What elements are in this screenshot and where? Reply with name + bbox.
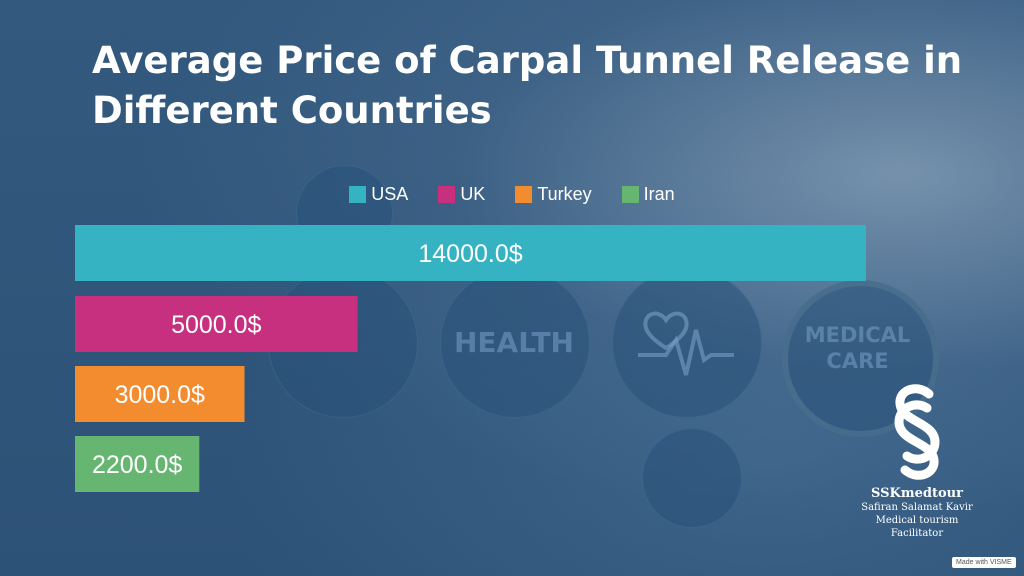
bar-iran (75, 436, 200, 492)
legend-item-usa: USA (349, 184, 408, 205)
bar-label-usa: 14000.0$ (418, 240, 522, 268)
chart-title: Average Price of Carpal Tunnel Release i… (92, 39, 963, 132)
logo-mark-icon (894, 384, 940, 480)
bar-usa (75, 225, 866, 281)
logo-subtitle-2: Medical tourism Facilitator (875, 515, 959, 539)
bg-health-text: HEALTH (454, 326, 574, 359)
bar-label-turkey: 3000.0$ (115, 381, 205, 409)
bg-medical-care-text: MEDICAL CARE (804, 323, 911, 373)
bar-label-uk: 5000.0$ (171, 311, 261, 339)
logo-name: SSKmedtour (871, 486, 963, 501)
bg-heartbeat-circle (612, 268, 762, 418)
bar-uk (75, 296, 358, 352)
bg-health-circle (440, 268, 590, 418)
legend-label-iran: Iran (643, 184, 675, 204)
legend-swatch-uk (438, 186, 456, 203)
logo-subtitle-1: Safiran Salamat Kavir (861, 502, 973, 513)
legend-item-turkey: Turkey (515, 184, 592, 205)
bg-heart-icon (638, 311, 734, 376)
bar-label-iran: 2200.0$ (92, 451, 182, 479)
legend-label-turkey: Turkey (537, 184, 592, 204)
bg-medical-care-circle (782, 280, 939, 437)
legend-swatch-turkey (515, 186, 533, 203)
bg-drops-circle (642, 428, 742, 528)
bar-turkey (75, 366, 245, 422)
legend-label-usa: USA (371, 184, 409, 204)
legend-swatch-iran (621, 186, 639, 203)
legend-item-iran: Iran (621, 184, 675, 205)
legend: USA UK Turkey Iran (0, 184, 1024, 205)
sskmedtour-logo: SSKmedtour Safiran Salamat Kavir Medical… (852, 384, 982, 540)
legend-item-uk: UK (438, 184, 485, 205)
legend-swatch-usa (349, 186, 367, 203)
visme-watermark[interactable]: Made with VISME (952, 557, 1016, 568)
legend-label-uk: UK (460, 184, 486, 204)
